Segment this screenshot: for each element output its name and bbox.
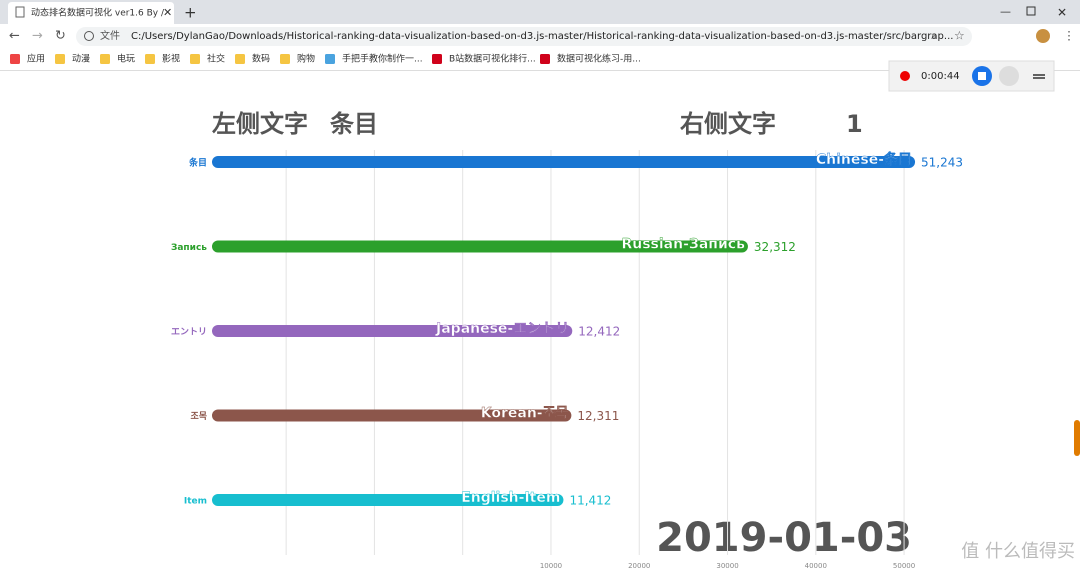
bookmark[interactable]: 手把手教你制作一...: [342, 53, 423, 65]
back[interactable]: ←: [9, 29, 20, 44]
value-label: 12,311: [577, 409, 619, 423]
bookmark[interactable]: 数码: [252, 53, 270, 65]
value-label: 51,243: [921, 156, 963, 170]
bar: [212, 494, 564, 506]
title-left: 左侧文字: [212, 110, 308, 138]
new-tab[interactable]: +: [184, 4, 197, 22]
bookmark-icon: [432, 54, 442, 64]
title-left-item: 条目: [330, 110, 378, 138]
bookmark-icon: [325, 54, 335, 64]
x-tick-label: 40000: [805, 562, 827, 570]
bar-label: English-Item: [461, 490, 560, 506]
bookmark-icon: [190, 54, 200, 64]
bookmark[interactable]: 电玩: [117, 53, 135, 65]
minimize[interactable]: —: [1000, 5, 1011, 18]
value-label: 12,412: [578, 325, 620, 339]
bookmark-icon: [540, 54, 550, 64]
bookmark[interactable]: 社交: [207, 53, 225, 65]
close-window[interactable]: ✕: [1057, 6, 1067, 20]
bar-label: Chinese-条目: [816, 151, 912, 168]
recorder: [888, 60, 1055, 92]
tab[interactable]: [8, 2, 174, 24]
scrollbar[interactable]: [1074, 420, 1080, 456]
x-tick-label: 30000: [716, 562, 738, 570]
x-tick-label: 20000: [628, 562, 650, 570]
bookmarks-bar: 应用 动漫 电玩 影视 社交 数码 购物 手把手教你制作一... B站数据可视化排行... 数据可…: [10, 53, 641, 65]
stop-icon: [978, 72, 986, 80]
star-icon[interactable]: ☆: [954, 29, 965, 43]
bar: [212, 409, 572, 422]
info-icon: [84, 31, 94, 41]
bookmark[interactable]: 动漫: [72, 53, 90, 65]
category-label: エントリ: [171, 327, 207, 338]
tab-close[interactable]: ✕: [163, 6, 172, 19]
x-tick-label: 10000: [540, 562, 562, 570]
profile[interactable]: [1036, 29, 1050, 43]
bookmark-icon: [55, 54, 65, 64]
bar-label: Russian-Запись: [621, 237, 745, 253]
menu[interactable]: ⋮: [1063, 29, 1075, 43]
date: 2019-01-03: [656, 515, 912, 561]
bar: [212, 156, 916, 168]
chart: 左侧文字 条目 右侧文字 1 2019-01-03 值 什么值得买 10000 2…: [171, 110, 1075, 570]
value-label: 11,412: [569, 494, 611, 508]
tab-title[interactable]: 动态排名数据可视化 ver1.6 By /: [31, 7, 165, 19]
maximize[interactable]: [1026, 6, 1036, 16]
x-tick-label: 50000: [893, 562, 915, 570]
bar-label: Korean-조목: [481, 406, 569, 422]
bar-label: Japanese-エントリ: [435, 321, 569, 337]
category-label: 조목: [190, 411, 207, 422]
bookmark[interactable]: 应用: [27, 53, 45, 65]
bookmark-icon: [10, 54, 20, 64]
record-dot: [900, 71, 910, 81]
bar: [212, 325, 573, 337]
zoom-icon[interactable]: ⌕: [931, 29, 937, 42]
bookmark[interactable]: 影视: [162, 53, 180, 65]
category-label: Item: [184, 497, 207, 507]
watermark: 值 什么值得买: [961, 541, 1075, 562]
bookmark[interactable]: 数据可视化练习-用...: [557, 53, 641, 65]
category-label: Запись: [171, 243, 207, 253]
bookmark[interactable]: B站数据可视化排行...: [449, 53, 536, 65]
bookmark-icon: [145, 54, 155, 64]
bookmark[interactable]: 购物: [297, 53, 315, 65]
tab-icon: [15, 6, 25, 18]
mic-button[interactable]: [999, 66, 1019, 86]
bookmark-icon: [235, 54, 245, 64]
bar: [212, 240, 748, 253]
address-bar[interactable]: [76, 27, 972, 46]
forward[interactable]: →: [32, 29, 43, 44]
recorder-time: 0:00:44: [921, 71, 960, 82]
bookmark-icon: [100, 54, 110, 64]
reload[interactable]: ↻: [55, 29, 66, 44]
title-right-value: 1: [846, 110, 863, 138]
url[interactable]: C:/Users/DylanGao/Downloads/Historical-r…: [131, 31, 953, 42]
url-prefix: 文件: [100, 29, 120, 42]
bookmark-icon: [280, 54, 290, 64]
value-label: 32,312: [754, 240, 796, 254]
category-label: 条目: [188, 157, 207, 169]
tab-strip: [0, 0, 1080, 24]
title-right: 右侧文字: [680, 110, 776, 138]
